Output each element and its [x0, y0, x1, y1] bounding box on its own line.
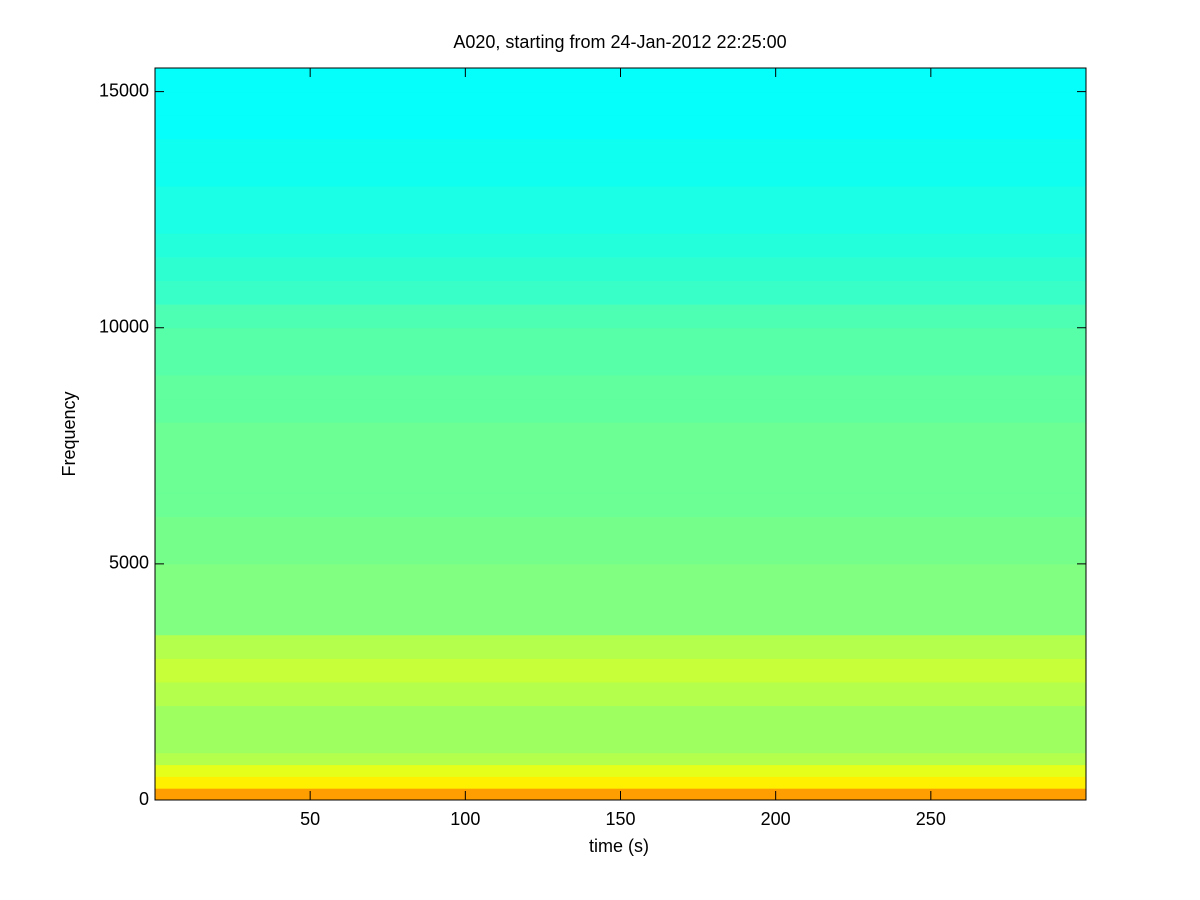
- x-axis-label: time (s): [589, 836, 649, 856]
- heatmap-cell: [155, 658, 1086, 683]
- heatmap-cell: [155, 540, 1086, 565]
- x-tick-label: 50: [300, 809, 320, 829]
- y-tick-label: 0: [139, 789, 149, 809]
- heatmap-cell: [155, 752, 1086, 766]
- heatmap-cell: [155, 304, 1086, 329]
- heatmap-cell: [155, 233, 1086, 258]
- heatmap-cell: [155, 327, 1086, 352]
- heatmap-cell: [155, 115, 1086, 140]
- x-tick-label: 100: [450, 809, 480, 829]
- y-tick-label: 15000: [99, 80, 149, 100]
- heatmap-cell: [155, 516, 1086, 541]
- heatmap-cell: [155, 256, 1086, 282]
- heatmap-cell: [155, 209, 1086, 234]
- y-tick-label: 10000: [99, 316, 149, 336]
- heatmap-cell: [155, 280, 1086, 305]
- heatmap-cell: [155, 634, 1086, 659]
- x-tick-label: 200: [761, 809, 791, 829]
- heatmap-cell: [155, 729, 1086, 754]
- x-tick-label: 250: [916, 809, 946, 829]
- heatmap-cell: [155, 91, 1086, 116]
- heatmap-cell: [155, 374, 1086, 400]
- heatmap-cell: [155, 445, 1086, 470]
- y-axis-label: Frequency: [59, 391, 79, 476]
- heatmap-cell: [155, 469, 1086, 494]
- chart-title: A020, starting from 24-Jan-2012 22:25:00: [453, 32, 786, 52]
- heatmap-cell: [155, 764, 1086, 777]
- heatmap-cell: [155, 351, 1086, 376]
- heatmap-cell: [155, 587, 1086, 612]
- heatmap-cell: [155, 422, 1086, 447]
- heatmap-cell: [155, 681, 1086, 707]
- heatmap-cell: [155, 186, 1086, 211]
- heatmap-cell: [155, 398, 1086, 423]
- heatmap-cell: [155, 563, 1086, 588]
- heatmap-cell: [155, 776, 1086, 789]
- x-tick-label: 150: [605, 809, 635, 829]
- heatmap-cell: [155, 611, 1086, 636]
- heatmap-cell: [155, 162, 1086, 187]
- heatmap-cell: [155, 493, 1086, 518]
- y-tick-label: 5000: [109, 553, 149, 573]
- heatmap-cell: [155, 705, 1086, 730]
- heatmap: [155, 68, 1086, 801]
- heatmap-cell: [155, 138, 1086, 163]
